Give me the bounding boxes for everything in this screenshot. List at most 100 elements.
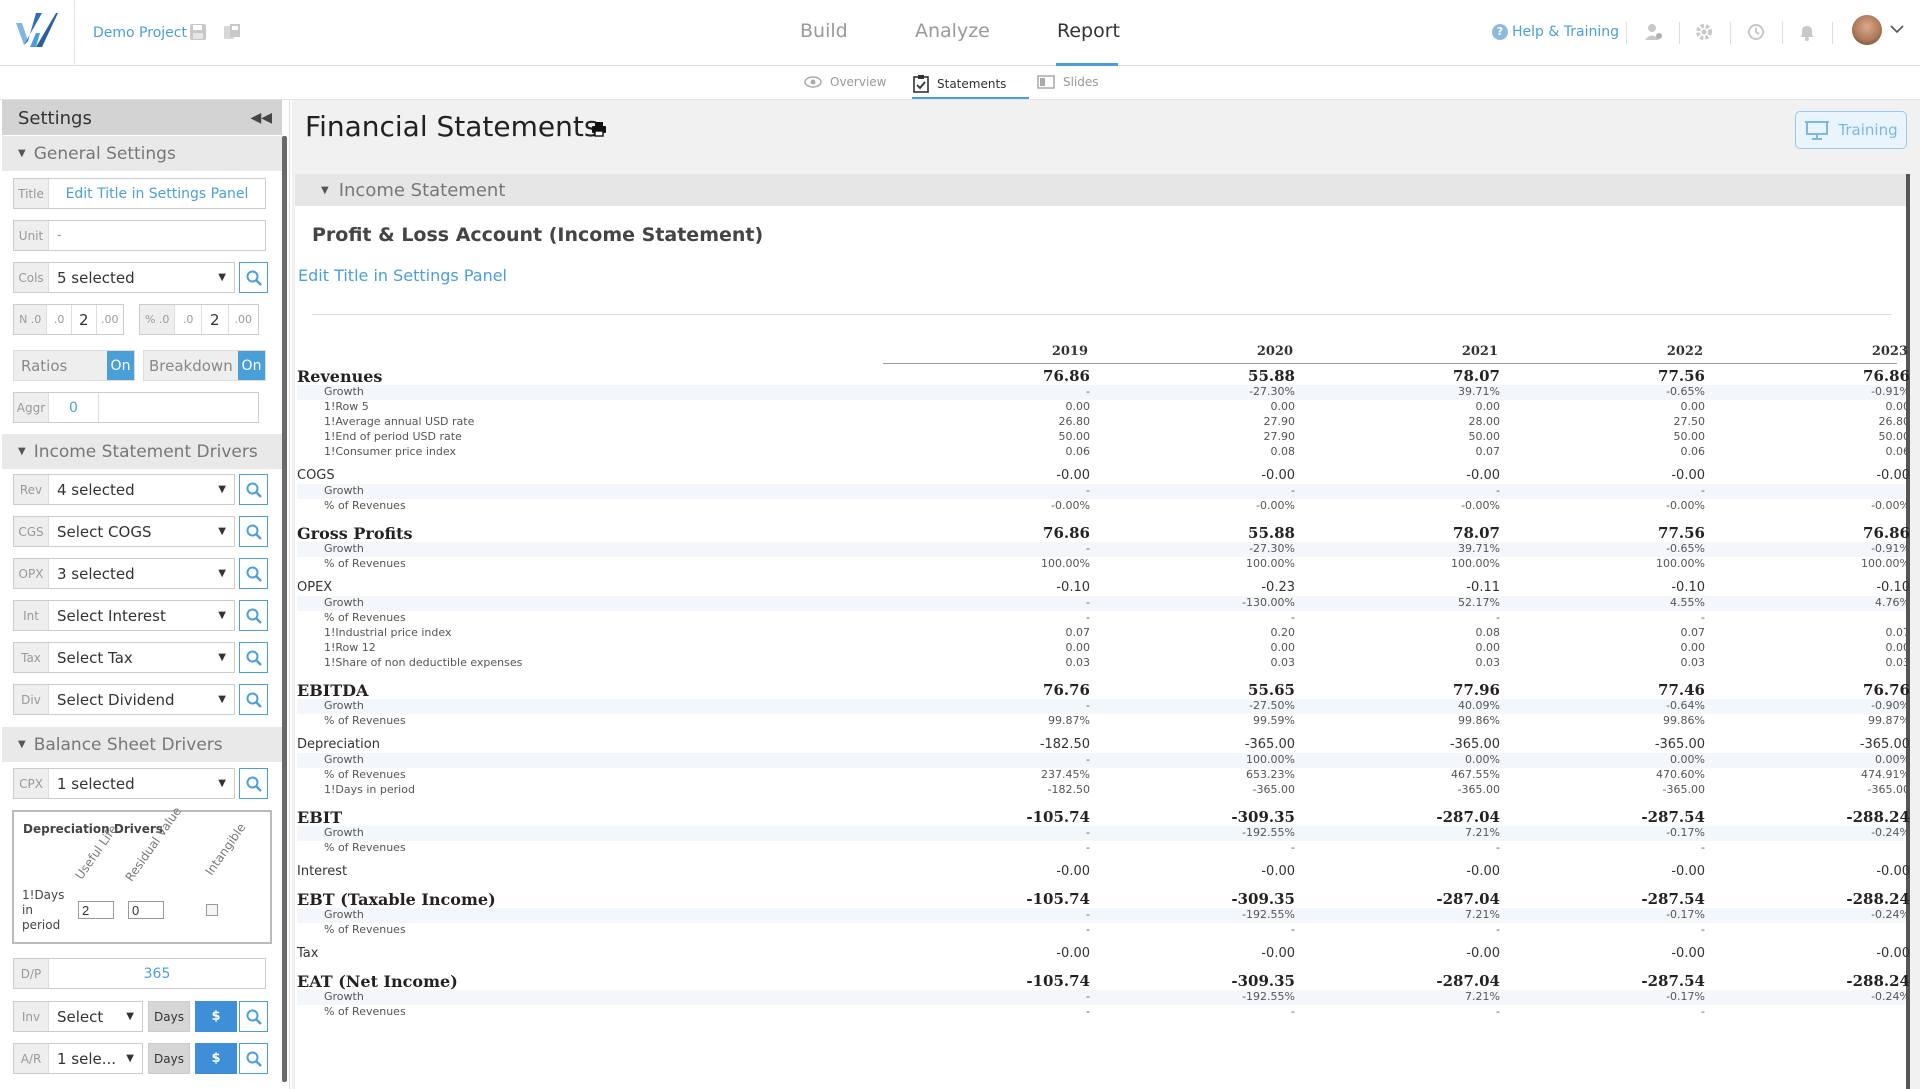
days-in-period-value[interactable]: 365	[143, 965, 171, 982]
inventory-days-button[interactable]: Days	[148, 1001, 190, 1032]
unit-value[interactable]: -	[57, 228, 62, 243]
gear-icon[interactable]	[1695, 23, 1713, 41]
value-cell: -288.24	[1846, 890, 1910, 908]
value-cell: -0.11	[1466, 580, 1500, 595]
search-button[interactable]	[239, 262, 268, 293]
select-value[interactable]: 1 selected ▼	[49, 769, 234, 798]
select-value[interactable]: Select Dividend ▼	[49, 685, 234, 714]
increase-decimals-button[interactable]: .00	[234, 313, 253, 326]
select-value[interactable]: Select Interest ▼	[49, 601, 234, 630]
inventory-currency-button[interactable]: $	[195, 1001, 237, 1032]
collapse-icon[interactable]: ◀◀	[250, 110, 272, 126]
revenue-driver-select[interactable]: Rev 4 selected ▼	[13, 474, 235, 505]
receivables-currency-button[interactable]: $	[195, 1043, 237, 1074]
days-in-period-field[interactable]: D/P 365	[13, 958, 266, 989]
value-cell: -27.30%	[1249, 385, 1295, 398]
field-label: Inv	[14, 1002, 49, 1031]
nav-tab-report[interactable]: Report	[1057, 20, 1120, 42]
decrease-decimals-button[interactable]: .0	[175, 305, 202, 334]
search-button[interactable]	[239, 768, 268, 799]
opex-driver-select[interactable]: OPX 3 selected ▼	[13, 558, 235, 589]
value-cell: -0.00	[1671, 946, 1705, 961]
sidebar-scrollbar[interactable]	[282, 136, 287, 1082]
ratios-on-state[interactable]: On	[107, 351, 134, 380]
table-row: Revenues 76.86 55.88 78.07 77.56 76.86	[297, 367, 1910, 386]
search-button[interactable]	[239, 558, 268, 589]
print-icon[interactable]	[591, 121, 607, 137]
search-button[interactable]	[239, 600, 268, 631]
inventory-select[interactable]: Inv Select ▼	[13, 1001, 143, 1032]
avatar[interactable]	[1852, 15, 1882, 45]
balance-drivers-header[interactable]: ▼ Balance Sheet Drivers	[2, 727, 282, 762]
cols-select[interactable]: Cols 5 selected ▼	[13, 262, 235, 293]
decrease-decimals-button[interactable]: .0	[47, 305, 72, 334]
percent-decimals-value[interactable]: 2	[202, 305, 229, 334]
ratios-toggle[interactable]: Ratios On	[13, 350, 135, 381]
title-field[interactable]: Title Edit Title in Settings Panel	[13, 178, 266, 209]
project-name[interactable]: Demo Project	[93, 25, 187, 41]
residual-value-input[interactable]	[128, 901, 164, 919]
chevron-down-icon[interactable]	[1890, 24, 1904, 34]
select-value[interactable]: 3 selected ▼	[49, 559, 234, 588]
search-button[interactable]	[239, 684, 268, 715]
number-decimals-value[interactable]: 2	[72, 305, 97, 334]
cols-value[interactable]: 5 selected ▼	[49, 263, 234, 292]
subtab-slides[interactable]: Slides	[1037, 75, 1099, 89]
select-value[interactable]: Select COGS ▼	[49, 517, 234, 546]
aggregation-field[interactable]: Aggr 0	[13, 392, 259, 423]
percent-decimals-control[interactable]: % .0 .0 2 .00	[139, 304, 259, 335]
breakdown-toggle[interactable]: Breakdown On	[143, 350, 266, 381]
breakdown-on-state[interactable]: On	[238, 351, 265, 380]
value-cell: -	[1086, 596, 1090, 609]
history-icon[interactable]	[1747, 23, 1765, 41]
subtab-overview[interactable]: Overview	[804, 75, 887, 89]
general-settings-header[interactable]: ▼ General Settings	[2, 136, 282, 171]
useful-life-input[interactable]	[78, 901, 114, 919]
content-scrollbar[interactable]	[1906, 174, 1910, 1089]
select-value[interactable]: 4 selected ▼	[49, 475, 234, 504]
value-cell: 77.46	[1658, 681, 1705, 699]
year-header: 2019	[1051, 344, 1088, 359]
income-drivers-header[interactable]: ▼ Income Statement Drivers	[2, 434, 282, 469]
increase-decimals-button[interactable]: .00	[101, 313, 119, 326]
section-label: Income Statement Drivers	[33, 441, 258, 462]
save-as-icon[interactable]	[223, 23, 241, 41]
logo-icon[interactable]	[16, 13, 58, 47]
dividend-driver-select[interactable]: Div Select Dividend ▼	[13, 684, 235, 715]
cogs-driver-select[interactable]: CGS Select COGS ▼	[13, 516, 235, 547]
search-button[interactable]	[239, 516, 268, 547]
user-settings-icon[interactable]	[1645, 23, 1663, 41]
save-icon[interactable]	[189, 23, 207, 41]
training-button[interactable]: Training	[1795, 111, 1907, 149]
subtab-statements[interactable]: Statements	[913, 75, 1006, 93]
edit-title-link[interactable]: Edit Title in Settings Panel	[298, 266, 507, 285]
unit-field[interactable]: Unit -	[13, 220, 266, 251]
receivables-days-button[interactable]: Days	[148, 1043, 190, 1074]
row-label: Growth	[324, 542, 364, 555]
select-value[interactable]: Select Tax ▼	[49, 643, 234, 672]
title-value[interactable]: Edit Title in Settings Panel	[65, 185, 249, 202]
value-cell: -	[1086, 908, 1090, 921]
nav-tab-analyze[interactable]: Analyze	[915, 20, 990, 42]
search-button[interactable]	[239, 642, 268, 673]
capex-driver-select[interactable]: CPX 1 selected ▼	[13, 768, 235, 799]
income-statement-header[interactable]: ▼ Income Statement	[295, 174, 1908, 206]
number-decimals-control[interactable]: N .0 .0 2 .00	[13, 304, 124, 335]
select-value[interactable]: Select ▼	[49, 1002, 142, 1031]
caret-down-icon: ▼	[18, 739, 26, 750]
intangible-checkbox[interactable]	[206, 904, 218, 916]
search-button[interactable]	[239, 1001, 268, 1032]
table-row: OPEX -0.10 -0.23 -0.11 -0.10 -0.10	[297, 580, 1910, 596]
search-button[interactable]	[239, 474, 268, 505]
bell-icon[interactable]	[1798, 23, 1816, 41]
aggregation-value[interactable]: 0	[49, 393, 99, 422]
help-training-link[interactable]: ? Help & Training	[1492, 24, 1619, 40]
nav-tab-build[interactable]: Build	[800, 20, 848, 42]
receivables-select[interactable]: A/R 1 sele... ▼	[13, 1043, 143, 1074]
tax-driver-select[interactable]: Tax Select Tax ▼	[13, 642, 235, 673]
interest-driver-select[interactable]: Int Select Interest ▼	[13, 600, 235, 631]
search-button[interactable]	[239, 1043, 268, 1074]
select-value[interactable]: 1 sele... ▼	[49, 1044, 142, 1073]
table-row: Interest -0.00 -0.00 -0.00 -0.00 -0.00	[297, 864, 1910, 880]
value-cell: 99.86%	[1458, 714, 1500, 727]
